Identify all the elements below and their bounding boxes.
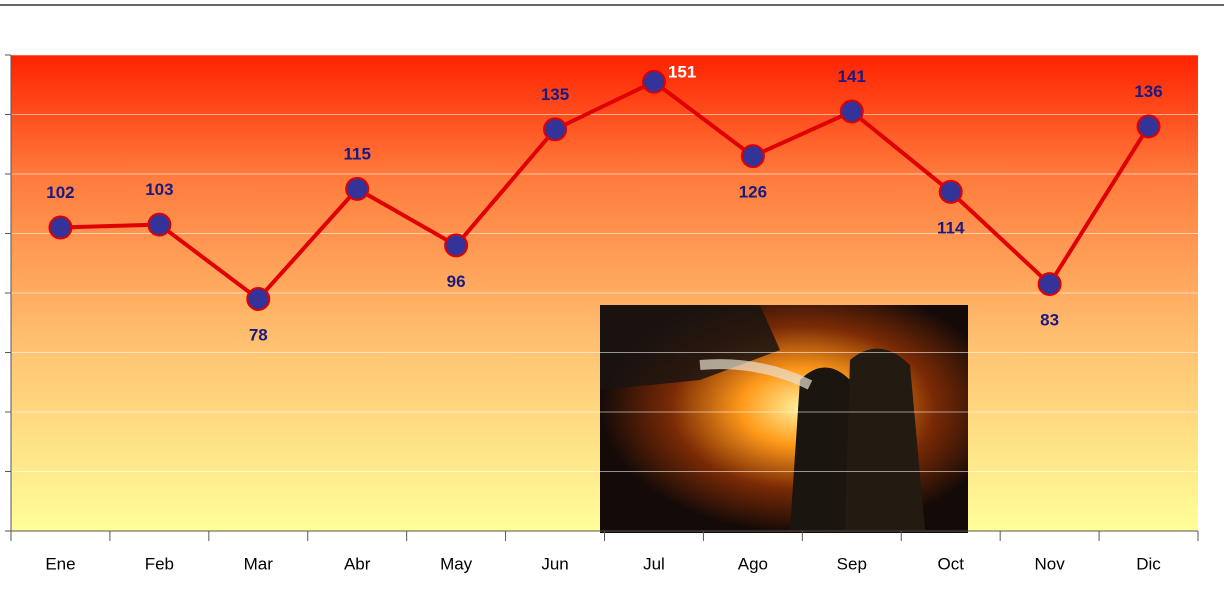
data-label: 115 <box>343 144 370 163</box>
marker <box>1037 272 1062 297</box>
data-label: 103 <box>145 180 173 199</box>
data-label: 151 <box>668 62 696 81</box>
line <box>60 79 1151 301</box>
data-label: 141 <box>838 67 866 86</box>
marker <box>938 179 963 204</box>
data-label: 83 <box>1040 311 1059 330</box>
data-label: 78 <box>249 325 268 344</box>
marker <box>1136 114 1161 139</box>
x-tick-label: Sep <box>837 554 867 573</box>
marker <box>147 212 172 237</box>
marker <box>740 144 765 169</box>
x-tick-label: Oct <box>937 554 964 573</box>
marker <box>444 233 469 258</box>
data-label: 96 <box>447 272 466 291</box>
marker <box>246 286 271 311</box>
data-label: 126 <box>739 183 767 202</box>
marker <box>48 215 73 240</box>
x-tick-label: Abr <box>344 554 371 573</box>
marker <box>345 176 370 201</box>
x-tick-label: Nov <box>1035 554 1066 573</box>
x-tick-label: Ago <box>738 554 768 573</box>
x-tick-label: Dic <box>1136 554 1161 573</box>
x-tick-label: Jun <box>541 554 568 573</box>
x-tick-label: Ene <box>45 554 75 573</box>
data-label: 114 <box>937 218 965 237</box>
x-tick-label: Jul <box>643 554 665 573</box>
data-label: 136 <box>1134 82 1162 101</box>
marker <box>641 69 666 94</box>
marker <box>543 117 568 142</box>
data-label: 102 <box>46 183 74 202</box>
data-label: 135 <box>541 85 569 104</box>
marker <box>839 99 864 124</box>
x-tick-label: Mar <box>244 554 274 573</box>
photo <box>600 305 968 533</box>
x-tick-label: Feb <box>145 554 174 573</box>
x-tick-label: May <box>440 554 473 573</box>
